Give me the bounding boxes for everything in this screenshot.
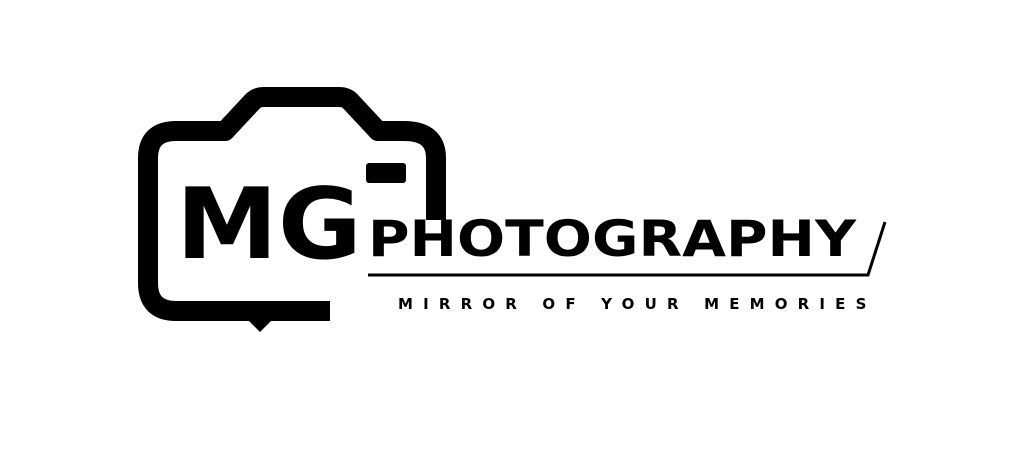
camera-outline-icon (138, 87, 446, 332)
monogram-text: MG (176, 168, 362, 282)
tagline-text: MIRROR OF YOUR MEMORIES (398, 295, 876, 313)
brand-word-text: PHOTOGRAPHY (368, 210, 857, 268)
camera-bottom-notch (246, 318, 274, 332)
brand-underline (368, 221, 887, 277)
camera-body-outline (138, 87, 446, 321)
camera-flash-block (366, 163, 406, 183)
